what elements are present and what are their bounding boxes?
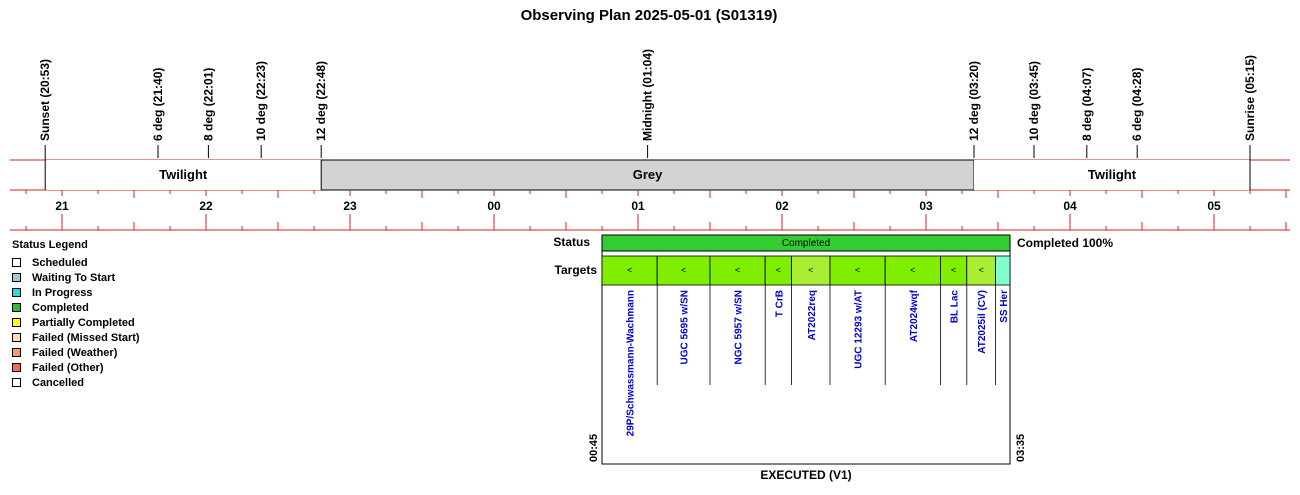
target-marker-4: < <box>808 265 813 275</box>
target-name-4: AT2022req <box>807 290 818 340</box>
legend-label: In Progress <box>32 286 93 299</box>
legend-swatch <box>12 378 21 387</box>
hour-label-01: 01 <box>631 199 645 213</box>
completion-label: Completed 100% <box>1017 236 1113 250</box>
legend-label: Failed (Weather) <box>32 346 118 359</box>
sky-band-label-0: Twilight <box>159 167 208 182</box>
legend-label: Completed <box>32 301 89 314</box>
block-footer: EXECUTED (V1) <box>760 468 851 482</box>
legend-swatch <box>12 363 21 372</box>
target-marker-2: < <box>735 265 740 275</box>
target-bar-4 <box>791 255 831 286</box>
target-name-5: UGC 12293 w/AT <box>854 290 865 369</box>
hour-label-02: 02 <box>775 199 789 213</box>
status-legend: Status Legend Scheduled Waiting To Start I… <box>12 239 140 390</box>
chart-title: Observing Plan 2025-05-01 (S01319) <box>521 7 778 24</box>
target-bar-3 <box>764 255 793 286</box>
event-label-5: Midnight (01:04) <box>641 49 655 141</box>
legend-swatch <box>12 318 21 327</box>
block-end-time: 03:35 <box>1015 434 1027 462</box>
legend-item: Cancelled <box>12 375 140 390</box>
legend-item: Waiting To Start <box>12 270 140 285</box>
legend-label: Failed (Other) <box>32 361 104 374</box>
legend-title: Status Legend <box>12 239 88 251</box>
target-name-2: NGC 5957 w/SN <box>734 290 745 364</box>
status-row-label: Status <box>553 235 590 249</box>
event-label-10: Sunrise (05:15) <box>1243 55 1257 141</box>
target-bar-0 <box>601 255 658 286</box>
targets-row-label: Targets <box>555 263 598 277</box>
legend-item: Failed (Missed Start) <box>12 330 140 345</box>
block-start-time: 00:45 <box>588 434 600 462</box>
sky-band-label-2: Twilight <box>1088 167 1137 182</box>
target-marker-7: < <box>951 265 956 275</box>
target-name-1: UGC 5695 w/SN <box>680 290 691 364</box>
target-bar-2 <box>709 255 766 286</box>
target-name-6: AT2024wqf <box>909 289 920 342</box>
hour-label-04: 04 <box>1063 199 1077 213</box>
event-label-6: 12 deg (03:20) <box>967 61 981 141</box>
legend-label: Partially Completed <box>32 316 135 329</box>
legend-swatch <box>12 333 21 342</box>
sky-band-2 <box>974 160 1250 190</box>
legend-item: In Progress <box>12 285 140 300</box>
legend-item: Failed (Other) <box>12 360 140 375</box>
event-label-8: 8 deg (04:07) <box>1080 68 1094 141</box>
event-label-1: 6 deg (21:40) <box>151 68 165 141</box>
event-label-9: 6 deg (04:28) <box>1130 68 1144 141</box>
target-bar-1 <box>656 255 711 286</box>
legend-item: Partially Completed <box>12 315 140 330</box>
sky-band-label-1: Grey <box>633 167 663 182</box>
hour-label-23: 23 <box>343 199 357 213</box>
target-name-9: SS Her <box>999 290 1010 323</box>
legend-label: Failed (Missed Start) <box>32 331 140 344</box>
hour-label-03: 03 <box>919 199 933 213</box>
target-marker-0: < <box>627 265 632 275</box>
target-bar-7 <box>940 255 968 286</box>
legend-swatch <box>12 348 21 357</box>
sky-bands: Twilight Grey Twilight <box>10 158 1290 191</box>
sky-band-1 <box>320 159 975 191</box>
target-marker-8: < <box>979 265 984 275</box>
target-bar-6 <box>884 255 941 286</box>
target-marker-3: < <box>776 265 781 275</box>
event-label-0: Sunset (20:53) <box>38 59 52 141</box>
target-bar-9 <box>995 255 1011 286</box>
target-name-7: BL Lac <box>950 290 961 324</box>
legend-item: Failed (Weather) <box>12 345 140 360</box>
sky-band-0 <box>45 160 322 190</box>
target-bar-5 <box>829 255 886 286</box>
target-name-8: AT2025il (CV) <box>977 290 988 354</box>
legend-label: Waiting To Start <box>32 271 116 284</box>
legend-item: Completed <box>12 300 140 315</box>
event-label-3: 10 deg (22:23) <box>254 61 268 141</box>
hour-label-22: 22 <box>199 199 213 213</box>
observing-block: Status Targets Completed Completed 100% <29P… <box>553 234 1113 482</box>
legend-swatch <box>12 273 21 282</box>
target-marker-1: < <box>681 265 686 275</box>
target-bar-8 <box>966 255 996 286</box>
legend-item: Scheduled <box>12 255 140 270</box>
hour-label-00: 00 <box>487 199 501 213</box>
legend-swatch <box>12 303 21 312</box>
legend-swatch <box>12 258 21 267</box>
target-name-3: T CrB <box>774 290 785 317</box>
event-label-7: 10 deg (03:45) <box>1027 61 1041 141</box>
hour-label-05: 05 <box>1207 199 1221 213</box>
legend-label: Cancelled <box>32 376 84 389</box>
twilight-events: Sunset (20:53) 6 deg (21:40) 8 deg (22:01)… <box>38 49 1257 158</box>
hour-label-21: 21 <box>55 199 69 213</box>
time-axis: 21 22 23 00 01 02 03 04 05 <box>10 190 1290 231</box>
target-marker-6: < <box>910 265 915 275</box>
target-marker-5: < <box>855 265 860 275</box>
block-outline <box>601 250 1011 465</box>
legend-label: Scheduled <box>32 256 88 269</box>
event-label-4: 12 deg (22:48) <box>314 61 328 141</box>
target-name-0: 29P/Schwassmann-Wachmann <box>626 290 637 436</box>
event-label-2: 8 deg (22:01) <box>201 68 215 141</box>
status-bar-label: Completed <box>782 238 830 249</box>
legend-swatch <box>12 288 21 297</box>
